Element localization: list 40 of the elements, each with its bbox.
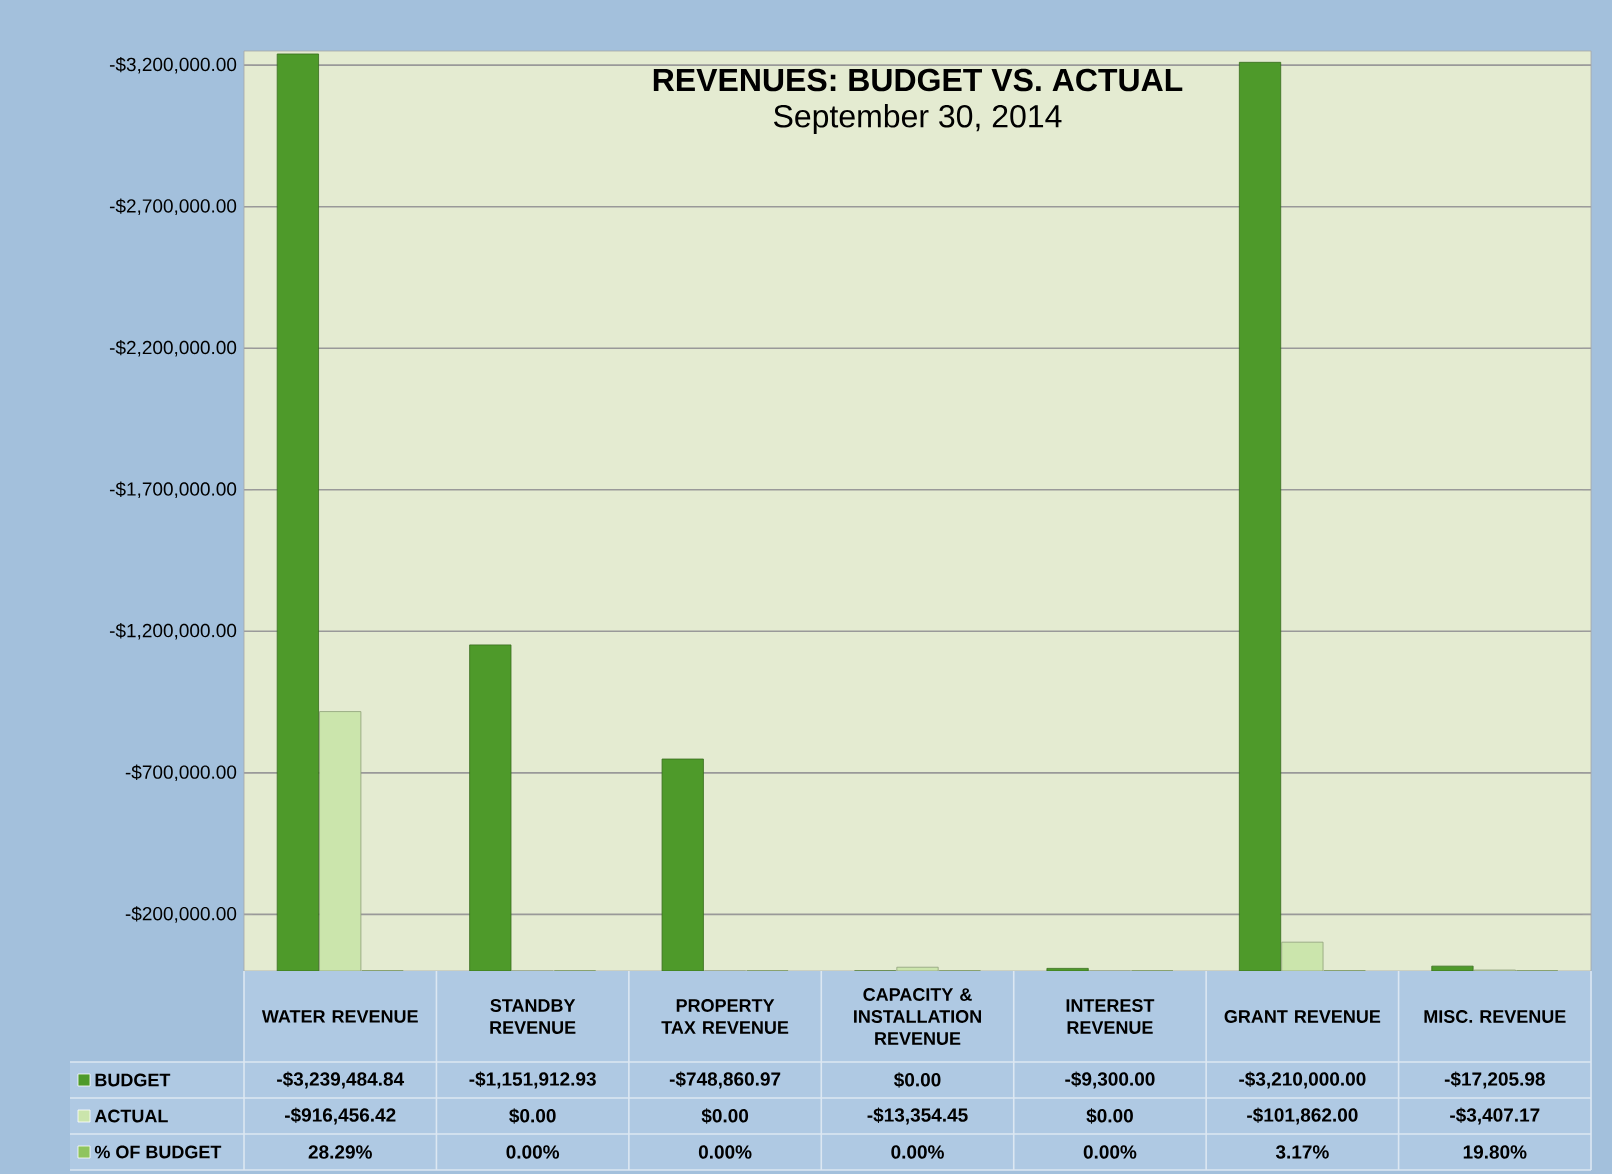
legend-label: % OF BUDGET	[94, 1145, 222, 1159]
data-label: 28.29%	[308, 1145, 372, 1159]
x-tick-label: GRANT REVENUE	[1224, 1010, 1381, 1023]
data-label: $0.00	[1086, 1108, 1133, 1124]
y-tick-label: -$2,200,000.00	[109, 339, 237, 357]
data-label: 0.00%	[698, 1145, 752, 1159]
y-tick-label: -$200,000.00	[125, 906, 237, 923]
data-label: -$101,862.00	[1247, 1107, 1358, 1125]
data-label: 0.00%	[1083, 1145, 1137, 1159]
x-tick-label: CAPACITY & INSTALLATION REVENUE	[854, 988, 981, 1045]
legend-label: ACTUAL	[94, 1109, 168, 1123]
y-tick-label: -$1,200,000.00	[109, 623, 237, 640]
data-label: $0.00	[893, 1072, 941, 1088]
x-tick-label: STANDBY REVENUE	[490, 999, 576, 1034]
data-label: 0.00%	[891, 1145, 944, 1159]
x-tick-label: WATER REVENUE	[261, 1010, 418, 1023]
data-label: $0.00	[701, 1108, 749, 1124]
data-label: -$3,407.17	[1450, 1107, 1540, 1125]
data-label: -$13,354.45	[867, 1107, 968, 1125]
y-tick-label: -$700,000.00	[125, 764, 237, 782]
data-label: -$916,456.42	[284, 1107, 396, 1125]
legend-label: BUDGET	[95, 1073, 171, 1087]
data-label: -$3,210,000.00	[1239, 1071, 1366, 1089]
data-label: -$1,151,912.93	[469, 1071, 596, 1089]
data-label: 0.00%	[506, 1145, 560, 1159]
x-tick-label: PROPERTY TAX REVENUE	[661, 999, 789, 1034]
data-label: $0.00	[509, 1108, 556, 1124]
y-tick-label: -$3,200,000.00	[109, 56, 237, 74]
data-label: -$9,300.00	[1065, 1071, 1155, 1089]
x-tick-label: MISC. REVENUE	[1424, 1010, 1566, 1023]
data-label: -$748,860.97	[669, 1071, 781, 1089]
y-tick-label: -$2,700,000.00	[109, 198, 237, 215]
y-tick-label: -$1,700,000.00	[109, 481, 237, 499]
data-label: 19.80%	[1463, 1145, 1527, 1159]
data-label: -$17,205.98	[1444, 1071, 1545, 1089]
text: September 30, 2014	[773, 104, 1062, 134]
chart-title: REVENUES: BUDGET VS. ACTUAL	[653, 68, 1183, 92]
data-label: -$3,239,484.84	[277, 1071, 405, 1089]
x-tick-label: INTEREST REVENUE	[1066, 999, 1155, 1034]
data-label: 3.17%	[1275, 1145, 1329, 1159]
